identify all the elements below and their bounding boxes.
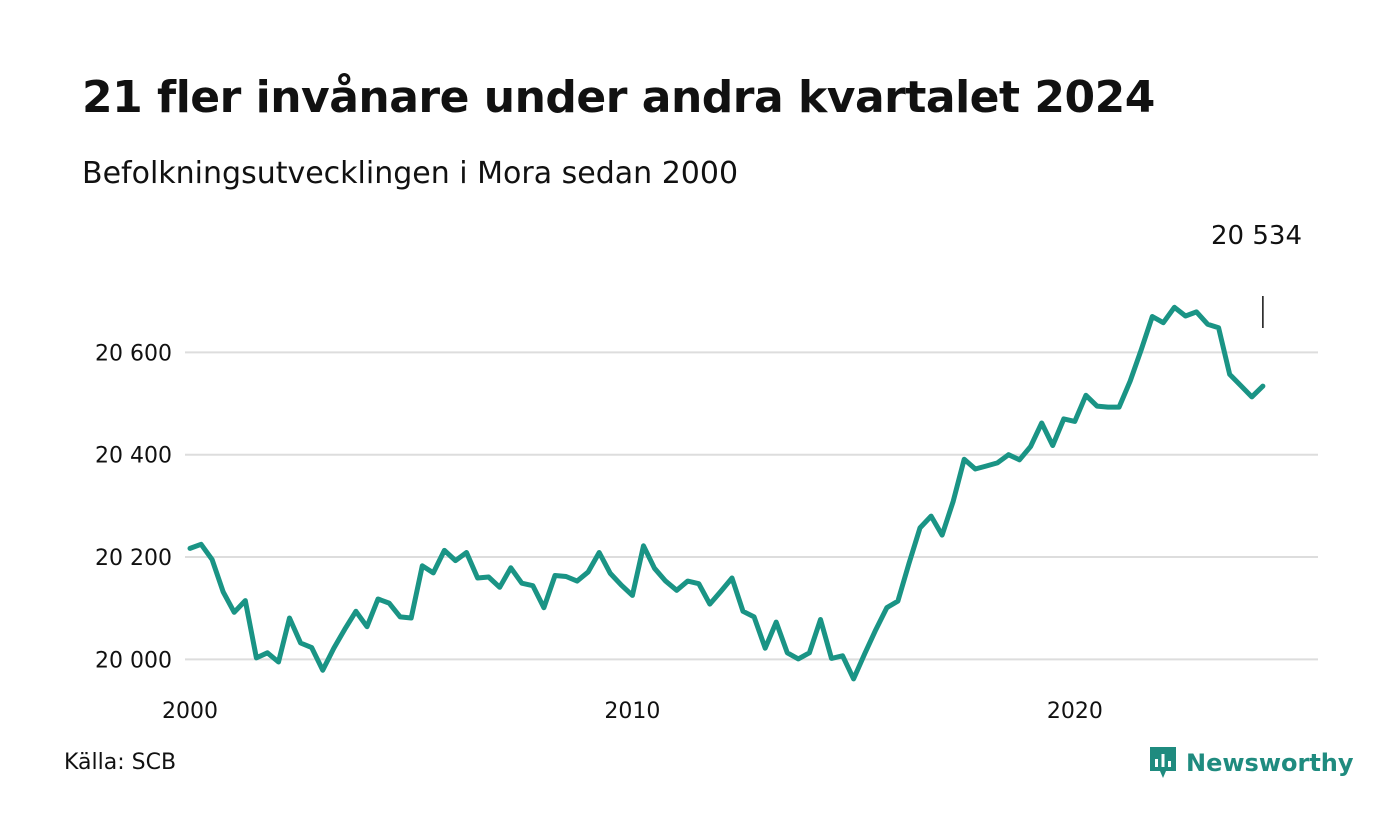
x-tick-label-0: 2000 (162, 699, 218, 724)
y-tick-label-2: 20 400 (95, 444, 172, 469)
y-tick-label-0: 20 000 (95, 648, 172, 673)
x-tick-label-2: 2020 (1047, 699, 1103, 724)
y-tick-label-1: 20 200 (95, 546, 172, 571)
chart-subtitle: Befolkningsutvecklingen i Mora sedan 200… (82, 156, 739, 191)
annotation-label: 20 534 (1211, 221, 1302, 251)
y-tick-label-3: 20 600 (95, 341, 172, 366)
x-tick-label-1: 2010 (604, 699, 660, 724)
brand-name: Newsworthy (1186, 749, 1354, 777)
newsworthy-logo: Newsworthy (1148, 744, 1354, 782)
newsworthy-logo-icon (1150, 747, 1176, 778)
chart-title: 21 fler invånare under andra kvartalet 2… (82, 72, 1155, 123)
source-note: Källa: SCB (64, 750, 177, 775)
series-line (187, 304, 1266, 682)
